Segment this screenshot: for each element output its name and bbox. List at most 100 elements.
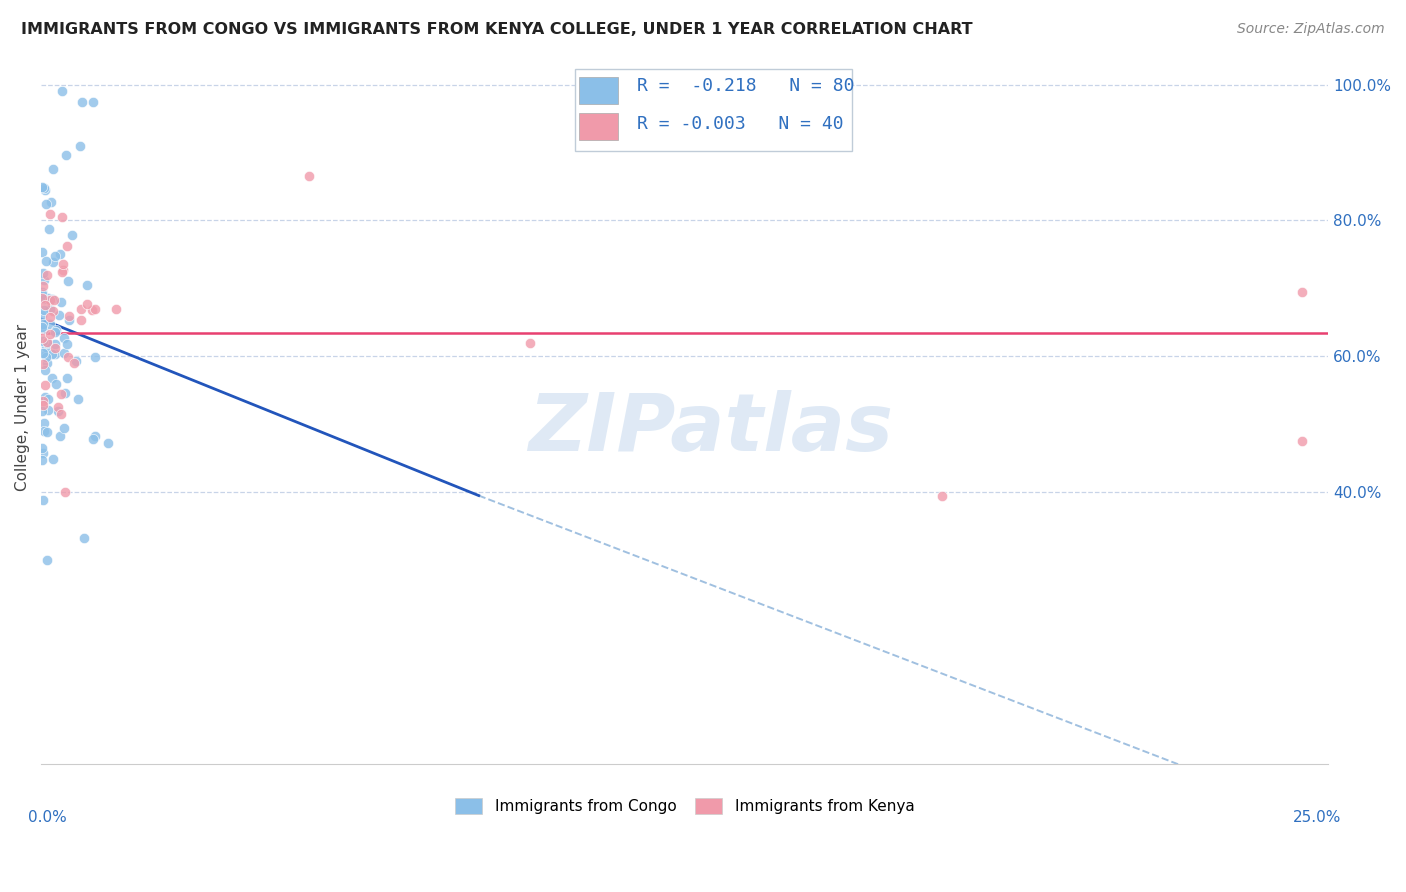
Point bbox=[73, 531, 96, 545]
Point bbox=[32, 180, 55, 194]
Point bbox=[32, 416, 55, 430]
Point bbox=[49, 387, 72, 401]
Point bbox=[72, 95, 94, 109]
Point bbox=[32, 303, 55, 318]
Point bbox=[35, 197, 58, 211]
Point bbox=[31, 244, 53, 259]
Point bbox=[46, 400, 69, 414]
Point bbox=[42, 161, 65, 176]
Point bbox=[84, 350, 107, 364]
Point bbox=[44, 341, 66, 355]
Point bbox=[52, 331, 75, 345]
Point bbox=[97, 436, 120, 450]
Point bbox=[76, 278, 98, 293]
Point bbox=[37, 291, 59, 305]
Text: R = -0.003   N = 40: R = -0.003 N = 40 bbox=[637, 115, 844, 133]
Point bbox=[58, 274, 80, 288]
Point bbox=[51, 407, 73, 421]
Point bbox=[44, 346, 66, 360]
Point bbox=[51, 265, 73, 279]
Point bbox=[51, 294, 73, 309]
Point bbox=[82, 95, 104, 109]
Point bbox=[31, 442, 53, 456]
Point bbox=[39, 207, 62, 221]
Point bbox=[34, 363, 56, 377]
Point bbox=[37, 402, 59, 417]
Text: IMMIGRANTS FROM CONGO VS IMMIGRANTS FROM KENYA COLLEGE, UNDER 1 YEAR CORRELATION: IMMIGRANTS FROM CONGO VS IMMIGRANTS FROM… bbox=[21, 22, 973, 37]
Point bbox=[34, 293, 56, 307]
Point bbox=[35, 356, 58, 370]
Text: 25.0%: 25.0% bbox=[1292, 810, 1341, 825]
Point bbox=[32, 394, 55, 409]
Point bbox=[55, 148, 77, 162]
Point bbox=[70, 313, 93, 327]
Point bbox=[53, 346, 76, 360]
Point bbox=[34, 377, 56, 392]
Point bbox=[51, 85, 73, 99]
Point bbox=[48, 308, 70, 322]
Point bbox=[35, 268, 58, 282]
Point bbox=[69, 139, 91, 153]
Point bbox=[49, 247, 72, 261]
Point bbox=[39, 293, 62, 308]
FancyBboxPatch shape bbox=[579, 112, 617, 140]
Point bbox=[56, 239, 79, 253]
Point bbox=[31, 404, 53, 418]
Point bbox=[31, 331, 53, 345]
Point bbox=[37, 425, 59, 439]
Point bbox=[84, 429, 107, 443]
Point bbox=[49, 429, 72, 443]
Point bbox=[31, 446, 53, 460]
Point bbox=[32, 266, 55, 280]
Point bbox=[34, 184, 56, 198]
Point bbox=[62, 356, 84, 370]
Point bbox=[31, 334, 53, 348]
Point bbox=[53, 386, 76, 401]
Point bbox=[298, 169, 321, 184]
Point bbox=[35, 347, 58, 361]
Point bbox=[70, 302, 93, 317]
Point bbox=[52, 420, 75, 434]
Point bbox=[35, 335, 58, 350]
FancyBboxPatch shape bbox=[579, 77, 617, 104]
Point bbox=[32, 273, 55, 287]
Point bbox=[39, 310, 62, 324]
Point bbox=[76, 297, 98, 311]
Point bbox=[32, 424, 55, 438]
Text: 0.0%: 0.0% bbox=[28, 810, 67, 825]
Point bbox=[35, 335, 58, 350]
Point bbox=[41, 292, 63, 306]
Point bbox=[35, 340, 58, 354]
Point bbox=[58, 310, 80, 324]
Point bbox=[31, 308, 53, 322]
Point bbox=[32, 346, 55, 360]
Point bbox=[41, 255, 63, 269]
Point bbox=[52, 257, 75, 271]
Text: R =  -0.218   N = 80: R = -0.218 N = 80 bbox=[637, 77, 855, 95]
Point bbox=[45, 377, 67, 392]
Point bbox=[67, 392, 90, 406]
Point bbox=[60, 228, 83, 243]
Point bbox=[52, 263, 75, 277]
Point bbox=[105, 301, 128, 316]
Point bbox=[31, 319, 53, 334]
Point bbox=[82, 302, 104, 317]
Point bbox=[31, 179, 53, 194]
Point bbox=[41, 304, 63, 318]
Point bbox=[55, 371, 77, 385]
Text: R =  -0.218   N = 80: R = -0.218 N = 80 bbox=[637, 76, 855, 94]
Point bbox=[37, 392, 59, 406]
Point bbox=[56, 336, 79, 351]
Point bbox=[32, 493, 55, 508]
Point bbox=[35, 254, 58, 268]
Legend: Immigrants from Congo, Immigrants from Kenya: Immigrants from Congo, Immigrants from K… bbox=[449, 792, 921, 821]
Point bbox=[42, 293, 65, 308]
Point bbox=[46, 404, 69, 418]
Point bbox=[38, 222, 60, 236]
Y-axis label: College, Under 1 year: College, Under 1 year bbox=[15, 324, 30, 491]
Point bbox=[82, 432, 104, 446]
Point bbox=[53, 485, 76, 500]
Text: R = -0.003   N = 40: R = -0.003 N = 40 bbox=[637, 113, 844, 131]
Point bbox=[38, 317, 60, 331]
Point bbox=[31, 287, 53, 301]
